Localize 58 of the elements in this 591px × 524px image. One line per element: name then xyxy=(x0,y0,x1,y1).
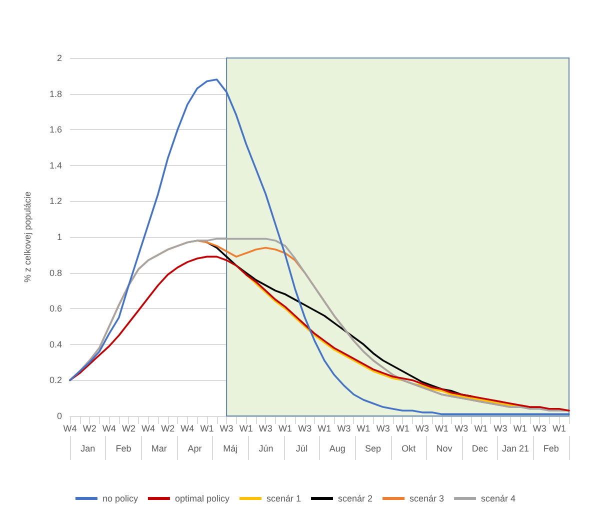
legend-label: scenár 2 xyxy=(338,494,373,504)
x-tick-label: W3 xyxy=(454,424,468,434)
text: Okt xyxy=(402,444,416,454)
text: Júl xyxy=(296,444,308,454)
text: Aug xyxy=(329,444,346,454)
x-tick-label: W3 xyxy=(298,424,312,434)
x-tick-label: W3 xyxy=(532,424,546,434)
x-tick-label: W1 xyxy=(200,424,214,434)
legend-label: optimal policy xyxy=(174,494,230,504)
text: Feb xyxy=(543,444,559,454)
x-tick-label: W1 xyxy=(513,424,527,434)
x-tick-label: W3 xyxy=(494,424,508,434)
y-tick-label: 0.2 xyxy=(49,375,62,386)
x-tick-label: W1 xyxy=(396,424,410,434)
y-tick-label: 1.2 xyxy=(49,196,62,206)
y-tick-label: 0.6 xyxy=(49,304,62,314)
x-tick-label: W4 xyxy=(180,424,194,434)
x-tick-label: W4 xyxy=(63,424,77,434)
x-tick-label: W4 xyxy=(102,424,116,434)
x-tick-label: W2 xyxy=(122,424,136,434)
y-axis-title: % z celkovej populácie xyxy=(22,191,32,283)
y-tick-label: 0.8 xyxy=(49,268,62,278)
y-tick-label: 2 xyxy=(56,53,62,63)
x-tick-label: W4 xyxy=(142,424,156,434)
x-tick-label: W3 xyxy=(258,424,272,434)
legend-label: no policy xyxy=(102,494,138,504)
y-tick-label: 1.8 xyxy=(49,88,62,99)
legend-label: scenár 4 xyxy=(481,494,516,504)
text: Jan xyxy=(80,444,96,454)
text: Jan 21 xyxy=(502,444,530,454)
text: Nov xyxy=(436,444,453,454)
x-tick-label: W1 xyxy=(552,424,566,434)
text: Máj xyxy=(223,444,238,454)
text: Jún xyxy=(258,444,274,454)
x-tick-label: W2 xyxy=(82,424,96,434)
text: Apr xyxy=(188,444,202,454)
x-tick-label: W3 xyxy=(337,424,351,434)
x-tick-label: W3 xyxy=(415,424,429,434)
text: Sep xyxy=(364,444,381,454)
x-tick-label: W1 xyxy=(318,424,332,434)
y-tick-label: 1 xyxy=(56,232,62,242)
x-tick-label: W1 xyxy=(474,424,488,434)
x-tick-label: W1 xyxy=(239,424,253,434)
x-tick-label: W1 xyxy=(278,424,292,434)
y-tick-label: 1.6 xyxy=(49,124,62,135)
text: Mar xyxy=(151,444,167,454)
y-tick-label: 1.4 xyxy=(49,160,62,170)
text: Feb xyxy=(116,444,132,454)
y-tick-label: 0.4 xyxy=(49,339,62,350)
legend-label: scenár 3 xyxy=(410,494,444,504)
y-tick-label: 0 xyxy=(56,411,62,421)
x-tick-label: W3 xyxy=(376,424,390,434)
x-tick-label: W2 xyxy=(161,424,175,434)
legend-label: scenár 1 xyxy=(266,494,302,504)
text: Dec xyxy=(472,444,488,454)
x-tick-label: W3 xyxy=(220,424,234,434)
x-tick-label: W1 xyxy=(435,424,449,434)
x-tick-label: W1 xyxy=(356,424,370,434)
